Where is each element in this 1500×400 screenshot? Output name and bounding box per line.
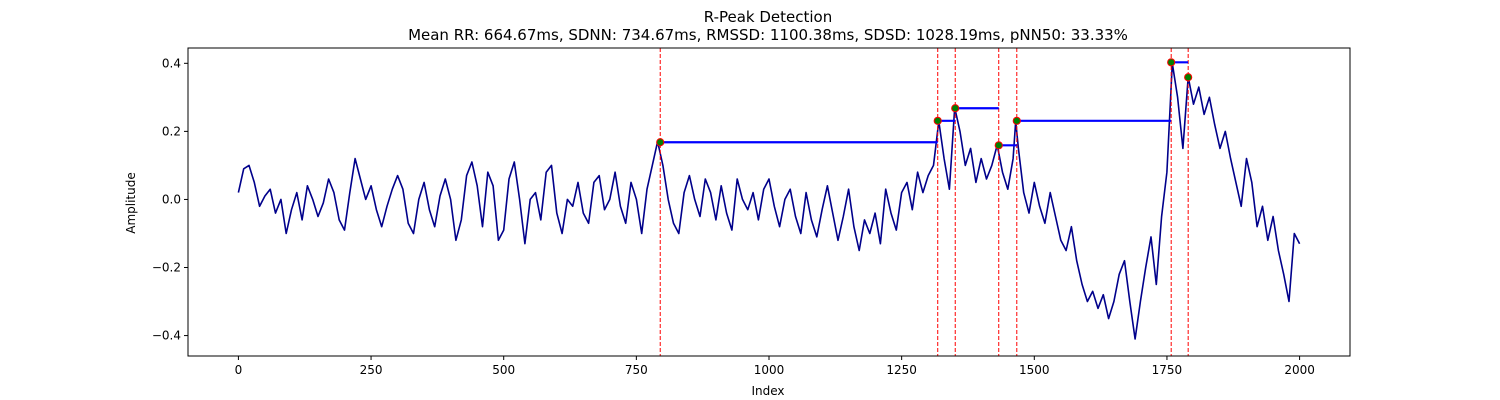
x-tick-label: 1000 — [754, 363, 785, 377]
peak-marker — [933, 116, 942, 125]
peak-marker — [1012, 116, 1021, 125]
x-tick-label: 1500 — [1019, 363, 1050, 377]
y-axis: −0.4 −0.2 0.0 0.2 0.4 — [152, 56, 188, 343]
x-tick-label: 500 — [492, 363, 515, 377]
x-tick-label: 1750 — [1152, 363, 1183, 377]
x-axis-label: Index — [751, 384, 784, 398]
plot-frame — [187, 47, 1351, 357]
y-tick-label: −0.2 — [152, 261, 181, 275]
x-tick-label: 250 — [360, 363, 383, 377]
x-tick-label: 750 — [625, 363, 648, 377]
peak-marker — [1167, 58, 1176, 67]
x-axis: 0 250 500 750 1000 1250 1500 1750 2000 — [235, 356, 1315, 377]
peak-marker — [1184, 73, 1193, 82]
plot-area — [237, 48, 1301, 356]
y-tick-label: 0.0 — [162, 192, 181, 206]
peak-marker — [656, 138, 665, 147]
y-tick-label: 0.4 — [162, 56, 181, 70]
x-tick-label: 2000 — [1284, 363, 1315, 377]
y-tick-label: −0.4 — [152, 329, 181, 343]
chart-title: R-Peak Detection — [704, 8, 832, 26]
signal-line — [237, 62, 1301, 340]
x-tick-label: 1250 — [886, 363, 917, 377]
y-tick-label: 0.2 — [162, 124, 181, 138]
y-axis-label: Amplitude — [124, 172, 138, 234]
peak-marker — [994, 141, 1003, 150]
chart-subtitle: Mean RR: 664.67ms, SDNN: 734.67ms, RMSSD… — [408, 26, 1128, 44]
x-tick-label: 0 — [235, 363, 243, 377]
peak-marker — [951, 104, 960, 113]
